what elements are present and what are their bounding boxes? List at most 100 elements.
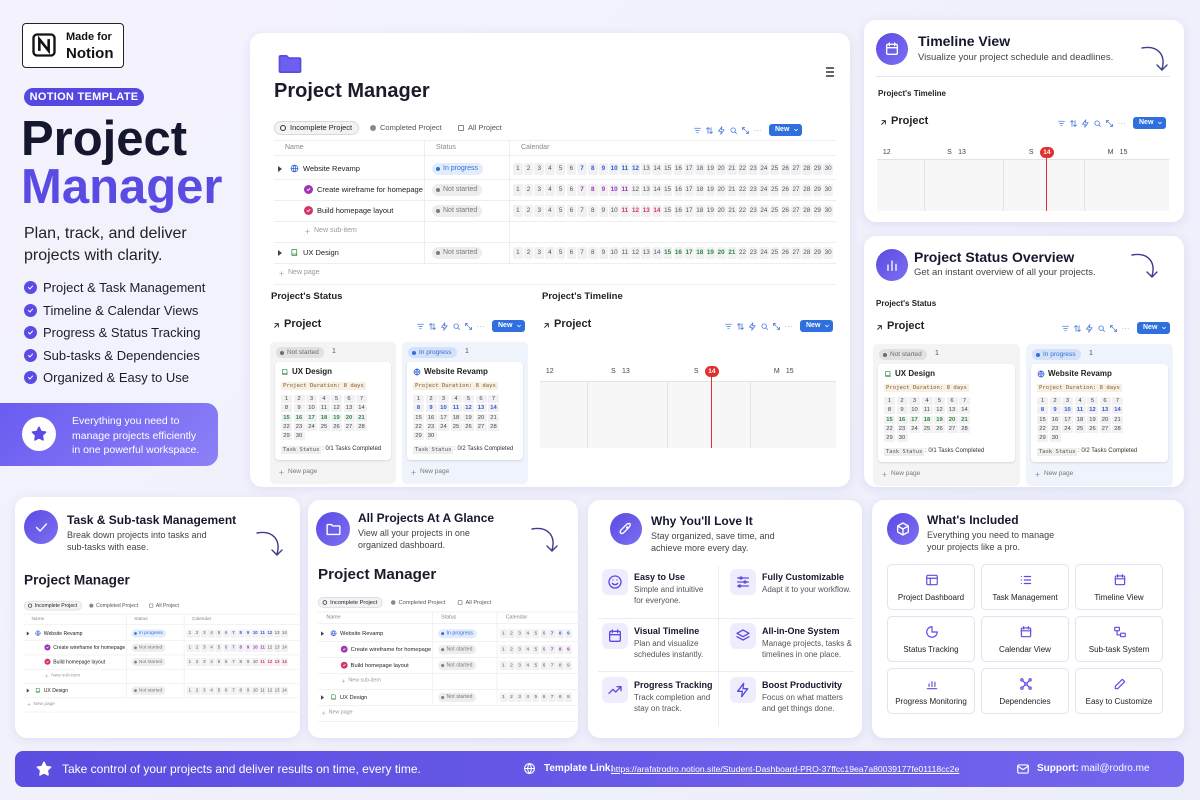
- toolbar-icon: [452, 322, 461, 331]
- calendar-day: 1: [1037, 397, 1048, 405]
- icon-part: [897, 522, 909, 536]
- calendar-day: 16: [1049, 415, 1061, 424]
- footer-message: Take control of your projects and delive…: [62, 762, 421, 776]
- section-heading: Project's Timeline: [542, 291, 623, 302]
- calendar-day: 9: [564, 661, 573, 671]
- new-page[interactable]: New page: [288, 468, 318, 475]
- icon-part: [926, 574, 938, 586]
- icon-part: [279, 470, 284, 475]
- card-description: Visualize your project schedule and dead…: [918, 52, 1114, 63]
- feature: Sub-tasks & Dependencies: [43, 347, 200, 363]
- calendar-day: 14: [356, 404, 367, 413]
- timeline-grid: [540, 381, 836, 448]
- icon-part: [35, 630, 41, 636]
- calendar-day: 11: [318, 404, 330, 413]
- icon-part: [730, 127, 737, 134]
- new-button[interactable]: New: [800, 320, 834, 332]
- plus-icon: [278, 469, 285, 476]
- column-divider: [432, 611, 433, 706]
- new-page[interactable]: New page: [420, 468, 450, 475]
- card-title: Project Status Overview: [914, 249, 1075, 265]
- template-link[interactable]: https://arafatrodro.notion.site/Student-…: [611, 764, 960, 774]
- calendar-day: 1: [513, 205, 523, 217]
- icon-part: [1058, 120, 1065, 127]
- check-mark: [27, 374, 34, 381]
- tab-dot: [322, 600, 328, 605]
- status-dot: [441, 648, 445, 652]
- icon-part: [1082, 119, 1089, 128]
- column-header: Status: [441, 614, 457, 620]
- section-heading: Project's Status: [876, 299, 937, 308]
- support-email[interactable]: mail@rodro.me: [1081, 763, 1150, 774]
- new-page[interactable]: New page: [891, 470, 921, 477]
- grid-divider: [667, 381, 669, 448]
- card-icon: [281, 368, 289, 376]
- new-page[interactable]: New page: [33, 701, 55, 707]
- calendar-day: 18: [921, 415, 933, 424]
- included-label: Sub-task System: [1088, 645, 1150, 654]
- view-tab[interactable]: All Project: [453, 597, 496, 608]
- view-tab[interactable]: Incomplete Project: [274, 121, 360, 135]
- new-page[interactable]: New page: [1044, 470, 1074, 477]
- calendar-day: 7: [959, 397, 970, 405]
- view-tab[interactable]: Completed Project: [85, 601, 143, 611]
- icon-part: [887, 260, 897, 271]
- calendar-day: 8: [556, 661, 564, 671]
- view-tab[interactable]: Completed Project: [386, 597, 450, 608]
- icon-part: [306, 188, 311, 191]
- calendar-day: 16: [673, 247, 684, 259]
- grid-divider: [587, 381, 589, 448]
- status-dot: [441, 632, 445, 636]
- view-tab[interactable]: Incomplete Project: [24, 600, 82, 611]
- calendar-day: 7: [577, 163, 587, 175]
- status-pill: In progress: [131, 629, 167, 638]
- status-dot: [436, 209, 440, 213]
- calendar-day: 2: [193, 686, 201, 695]
- new-button[interactable]: New: [1133, 117, 1167, 129]
- icon-part: [331, 697, 336, 700]
- icon: [1019, 677, 1033, 691]
- new-button[interactable]: New: [492, 320, 526, 332]
- new-sub-item[interactable]: New sub-item: [314, 227, 357, 234]
- toolbar-icon: [1057, 119, 1066, 128]
- new-sub-item[interactable]: New sub-item: [348, 677, 381, 684]
- toolbar-icon: [1069, 119, 1078, 128]
- new-button[interactable]: New: [1137, 322, 1171, 334]
- view-tab[interactable]: Incomplete Project: [318, 597, 383, 608]
- calendar-day: 18: [694, 205, 705, 217]
- icon-part: [27, 308, 34, 312]
- new-page[interactable]: New page: [328, 709, 353, 715]
- view-tab[interactable]: All Project: [145, 601, 184, 611]
- calendar-day: 17: [684, 247, 694, 259]
- view-tab[interactable]: All Project: [452, 121, 509, 135]
- icon-part: [1158, 121, 1163, 125]
- card-title: All Projects At A Glance: [358, 511, 495, 525]
- calendar-day: 8: [237, 658, 245, 667]
- icon-part: [619, 522, 631, 535]
- icon-part: [417, 323, 424, 330]
- calendar-day: 6: [540, 661, 548, 671]
- card-description: View all your projects in one organized …: [358, 528, 470, 550]
- icon-part: [27, 308, 34, 312]
- calendar-day: 11: [620, 247, 630, 259]
- calendar-day: 16: [673, 163, 684, 175]
- new-button[interactable]: New: [769, 124, 803, 136]
- icon-part: [881, 120, 886, 125]
- date-weekday: S: [947, 149, 952, 156]
- status-pill: Not started: [432, 205, 483, 217]
- calendar-day: 10: [609, 163, 619, 175]
- new-sub-item[interactable]: New sub-item: [51, 672, 81, 678]
- calendar-day: 9: [598, 247, 609, 259]
- icon-part: [736, 629, 750, 641]
- toolbar-icon: [724, 322, 733, 331]
- icon-part: [1082, 119, 1089, 128]
- card-title: Timeline View: [918, 33, 1011, 49]
- calendar-day: 14: [488, 404, 499, 413]
- calendar-day: 25: [1074, 424, 1086, 433]
- calendar-day: 8: [556, 692, 564, 703]
- calendar-day: 5: [463, 395, 474, 403]
- calendar-day: 13: [475, 404, 487, 413]
- new-page[interactable]: New page: [288, 269, 320, 276]
- view-tab[interactable]: Completed Project: [364, 121, 449, 135]
- included-label: Status Tracking: [903, 645, 959, 654]
